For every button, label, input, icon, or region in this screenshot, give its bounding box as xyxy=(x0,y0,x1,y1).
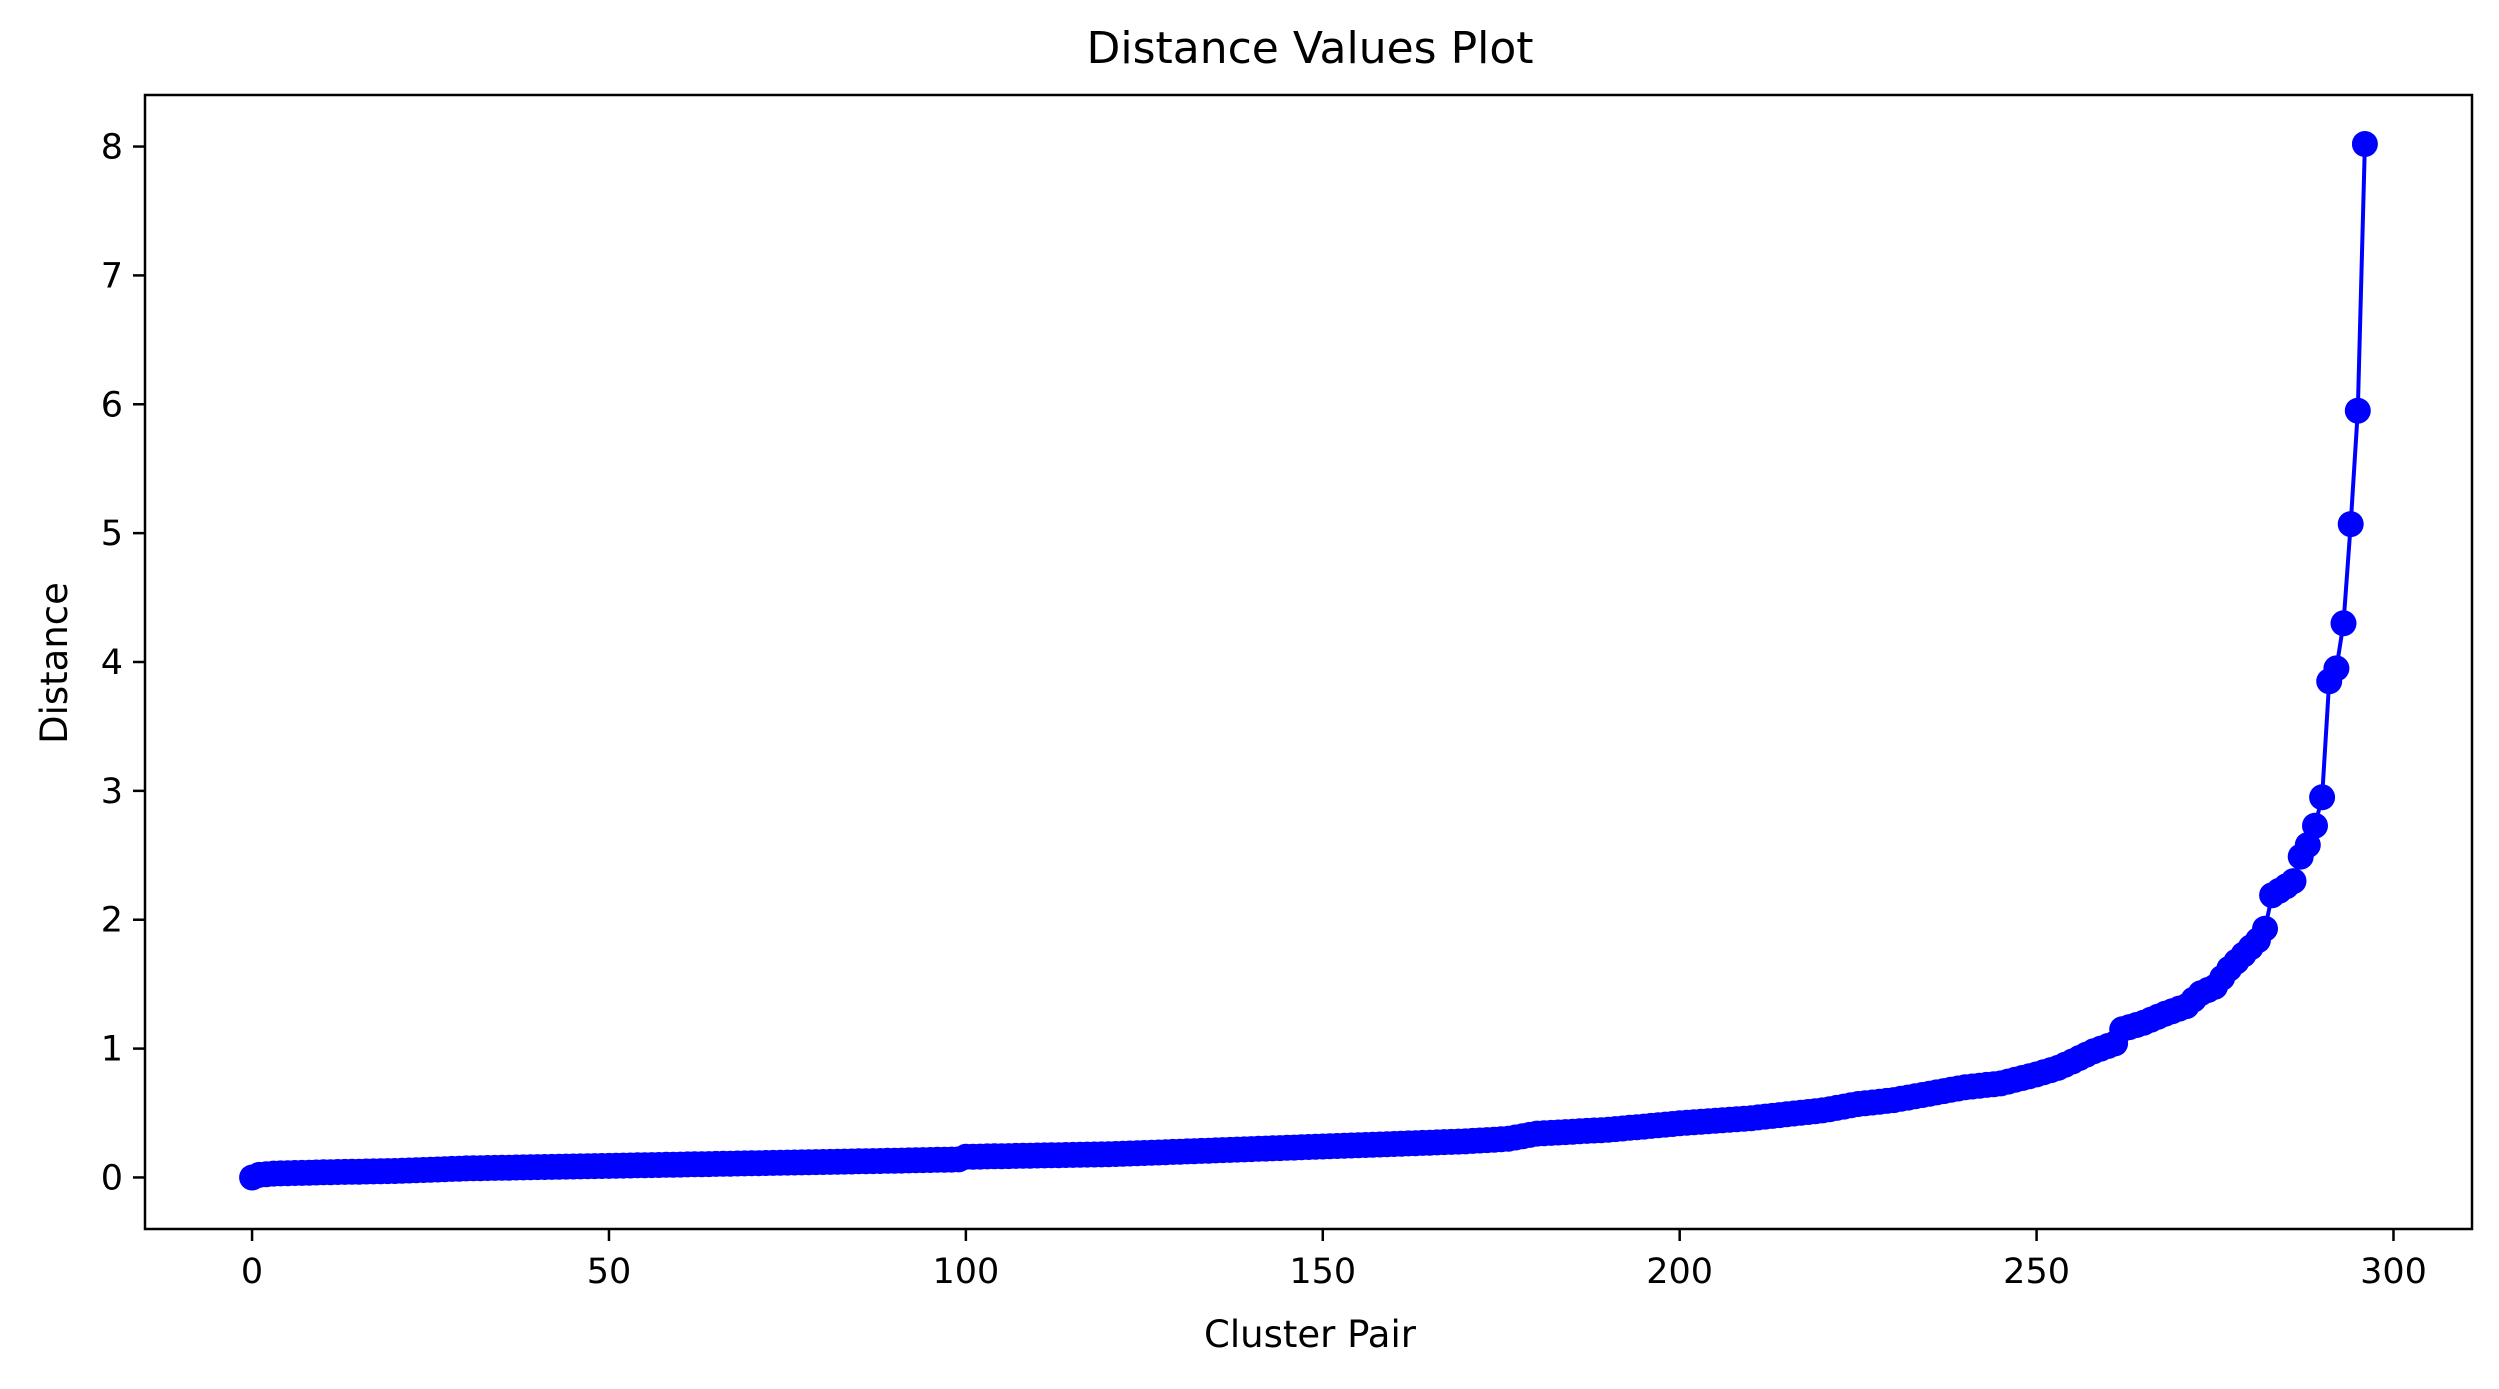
plot-layer xyxy=(239,131,2378,1191)
x-axis-label: Cluster Pair xyxy=(1204,1313,1417,1356)
y-tick-label: 0 xyxy=(101,1158,123,1198)
x-tick-label: 300 xyxy=(2360,1252,2427,1292)
data-point xyxy=(2280,868,2307,895)
y-tick-label: 5 xyxy=(101,514,123,554)
x-tick-label: 50 xyxy=(587,1252,632,1292)
data-point xyxy=(2309,784,2336,811)
x-tick-label: 250 xyxy=(2003,1252,2070,1292)
x-tick-label: 150 xyxy=(1289,1252,1356,1292)
y-tick-label: 8 xyxy=(101,128,123,168)
y-axis-label: Distance xyxy=(33,582,76,744)
y-tick-label: 1 xyxy=(101,1030,123,1070)
data-point xyxy=(2323,655,2350,682)
chart-title: Distance Values Plot xyxy=(1086,23,1533,74)
y-tick-label: 7 xyxy=(101,256,123,296)
y-tick-label: 2 xyxy=(101,901,123,941)
y-tick-label: 3 xyxy=(101,772,123,812)
y-tick-label: 6 xyxy=(101,385,123,425)
data-point xyxy=(2351,131,2378,157)
x-tick-label: 0 xyxy=(241,1252,263,1292)
data-point xyxy=(2302,812,2328,839)
data-point xyxy=(2330,610,2357,637)
data-point xyxy=(2252,915,2278,942)
y-tick-label: 4 xyxy=(101,643,123,683)
axis-layer: 0 50 100 150 200 250 300 0 1 2 3 4 5 6 7 8 xyxy=(101,128,2427,1292)
x-tick-label: 200 xyxy=(1646,1252,1713,1292)
data-point xyxy=(2344,397,2371,424)
x-tick-label: 100 xyxy=(932,1252,999,1292)
data-point xyxy=(2337,511,2364,538)
